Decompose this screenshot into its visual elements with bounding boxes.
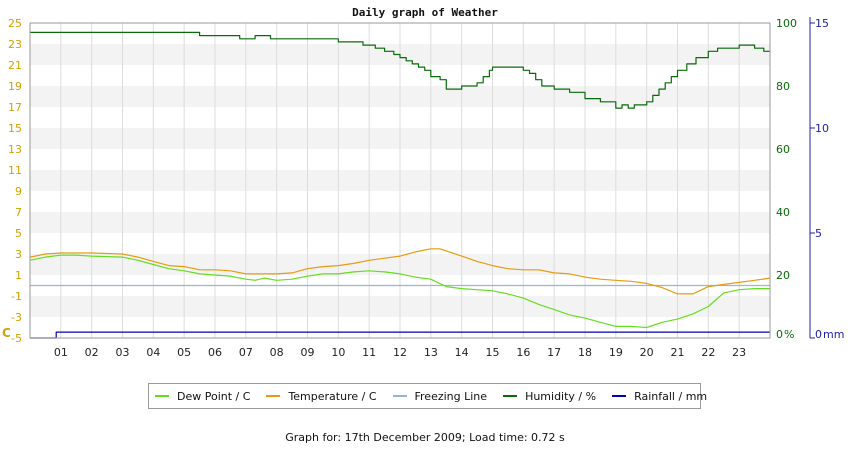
footer-status: Graph for: 17th December 2009; Load time… bbox=[285, 431, 565, 444]
temperature-tick-label: 11 bbox=[8, 164, 22, 177]
temperature-tick-label: -1 bbox=[11, 290, 22, 303]
temperature-tick-label: -3 bbox=[11, 311, 22, 324]
x-tick-label: 10 bbox=[331, 346, 345, 359]
legend-label-rainfall: Rainfall / mm bbox=[634, 389, 708, 403]
legend-item-freezing-line: Freezing Line bbox=[392, 389, 488, 403]
legend: Dew Point / C Temperature / C Freezing L… bbox=[148, 383, 707, 409]
legend-swatch-freezing-line bbox=[392, 395, 407, 397]
x-tick-label: 16 bbox=[516, 346, 530, 359]
humidity-axis-label: % bbox=[784, 328, 794, 341]
x-tick-label: 08 bbox=[270, 346, 284, 359]
humidity-tick-label: 100 bbox=[776, 17, 797, 30]
x-tick-label: 03 bbox=[116, 346, 130, 359]
x-tick-label: 17 bbox=[547, 346, 561, 359]
temperature-tick-label: 3 bbox=[15, 248, 22, 261]
legend-swatch-humidity bbox=[503, 395, 518, 397]
x-tick-label: 05 bbox=[177, 346, 191, 359]
x-tick-label: 06 bbox=[208, 346, 222, 359]
series-line-dew-point-c bbox=[29, 254, 770, 329]
legend-swatch-dew-point bbox=[155, 395, 169, 397]
plot-area-frame bbox=[29, 22, 771, 339]
rainfall-tick-label: 0 bbox=[815, 328, 822, 341]
x-tick-label: 13 bbox=[424, 346, 438, 359]
humidity-tick-label: 0 bbox=[776, 328, 783, 341]
humidity-tick-label: 80 bbox=[776, 80, 790, 93]
temperature-tick-label: 1 bbox=[15, 269, 22, 282]
x-tick-label: 02 bbox=[85, 346, 99, 359]
humidity-axis: 20 40 60 80 100 0 bbox=[776, 17, 797, 341]
legend-item-rainfall: Rainfall / mm bbox=[612, 390, 707, 403]
temperature-tick-label: 15 bbox=[8, 122, 22, 135]
humidity-tick-label: 60 bbox=[776, 143, 790, 156]
x-tick-label: 23 bbox=[732, 346, 746, 359]
legend-label-humidity: Humidity / % bbox=[525, 389, 597, 403]
legend-item-dew-point: Dew Point / C bbox=[155, 390, 250, 403]
legend-label-temperature: Temperature / C bbox=[288, 389, 377, 403]
legend-swatch-rainfall bbox=[612, 395, 627, 397]
rainfall-axis-label: mm bbox=[823, 328, 844, 341]
x-tick-label: 18 bbox=[578, 346, 592, 359]
temperature-tick-label: -5 bbox=[11, 332, 22, 345]
x-tick-label: 22 bbox=[701, 346, 715, 359]
weather-chart: Daily graph of Weather -5-3-113579111315… bbox=[2, 6, 844, 359]
legend-item-temperature: Temperature / C bbox=[266, 389, 377, 403]
x-tick-label: 11 bbox=[362, 346, 376, 359]
x-tick-label: 21 bbox=[671, 346, 685, 359]
rainfall-tick-label: 15 bbox=[815, 17, 829, 30]
x-tick-label: 07 bbox=[239, 346, 253, 359]
temperature-tick-label: 21 bbox=[8, 59, 22, 72]
temperature-tick-label: 25 bbox=[8, 17, 22, 30]
chart-title: Daily graph of Weather bbox=[352, 6, 498, 19]
legend-label-dew-point: Dew Point / C bbox=[177, 389, 251, 403]
x-tick-label: 19 bbox=[609, 346, 623, 359]
temperature-tick-label: 9 bbox=[15, 185, 22, 198]
humidity-tick-label: 40 bbox=[776, 206, 790, 219]
x-tick-label: 04 bbox=[146, 346, 160, 359]
temperature-tick-label: 23 bbox=[8, 38, 22, 51]
legend-label-freezing-line: Freezing Line bbox=[414, 389, 488, 403]
temperature-tick-label: 13 bbox=[8, 143, 22, 156]
x-tick-label: 09 bbox=[301, 346, 315, 359]
temperature-axis-label: C bbox=[2, 326, 11, 340]
x-tick-label: 20 bbox=[640, 346, 654, 359]
humidity-tick-label: 20 bbox=[776, 269, 790, 282]
temperature-tick-label: 17 bbox=[8, 101, 22, 114]
rainfall-axis: 0 5 10 15 bbox=[810, 17, 829, 341]
legend-item-humidity: Humidity / % bbox=[503, 390, 596, 403]
series-line-humidity bbox=[30, 31, 770, 109]
x-tick-label: 12 bbox=[393, 346, 407, 359]
legend-swatch-temperature bbox=[266, 395, 281, 397]
x-tick-label: 15 bbox=[486, 346, 500, 359]
x-tick-label: 01 bbox=[54, 346, 68, 359]
rainfall-tick-label: 5 bbox=[815, 227, 822, 240]
temperature-tick-label: 7 bbox=[15, 206, 22, 219]
temperature-tick-label: 5 bbox=[15, 227, 22, 240]
x-tick-label: 14 bbox=[455, 346, 469, 359]
x-axis: 01 02 03 04 05 06 07 08 09 10 11 12 13 14 15 16 17 18 19 20… bbox=[54, 346, 746, 359]
rainfall-tick-label: 10 bbox=[815, 122, 829, 135]
series-line-temperature-c bbox=[29, 248, 771, 295]
temperature-tick-label: 19 bbox=[8, 80, 22, 93]
